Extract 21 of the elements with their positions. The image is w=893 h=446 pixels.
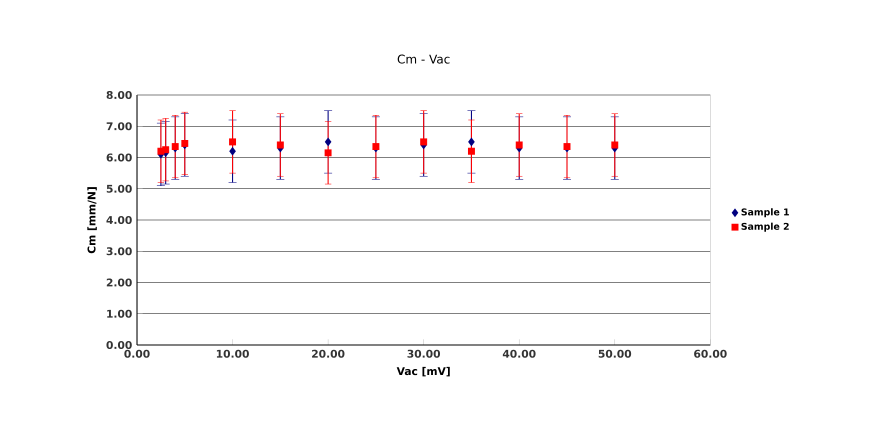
x-tick-label: 20.00 — [312, 350, 344, 358]
y-axis-title: Cm [mm/N] — [87, 187, 97, 254]
y-tick-label: 7.00 — [106, 122, 132, 130]
x-tick-label: 40.00 — [502, 350, 536, 358]
y-tick-label: 8.00 — [106, 90, 132, 100]
y-tick-label: 6.00 — [106, 153, 132, 162]
x-tick-label: 60.00 — [694, 350, 727, 358]
x-tick-label: 0.00 — [124, 350, 150, 358]
legend-label: Sample 1 — [742, 208, 789, 218]
y-tick-label: 3.00 — [106, 247, 132, 256]
x-tick-label: 30.00 — [408, 350, 440, 358]
chart-title: Cm - Vac — [398, 54, 450, 64]
y-tick-label: 1.00 — [107, 310, 132, 318]
x-axis-title: Vac [mV] — [396, 366, 450, 376]
y-tick-label: 4.00 — [106, 216, 132, 224]
y-tick-label: 0.00 — [106, 340, 132, 350]
x-tick-label: 50.00 — [598, 350, 632, 358]
y-tick-label: 5.00 — [106, 184, 132, 193]
x-tick-label: 10.00 — [216, 350, 249, 358]
y-tick-label: 2.00 — [106, 278, 132, 287]
legend-label: Sample 2 — [742, 222, 789, 232]
